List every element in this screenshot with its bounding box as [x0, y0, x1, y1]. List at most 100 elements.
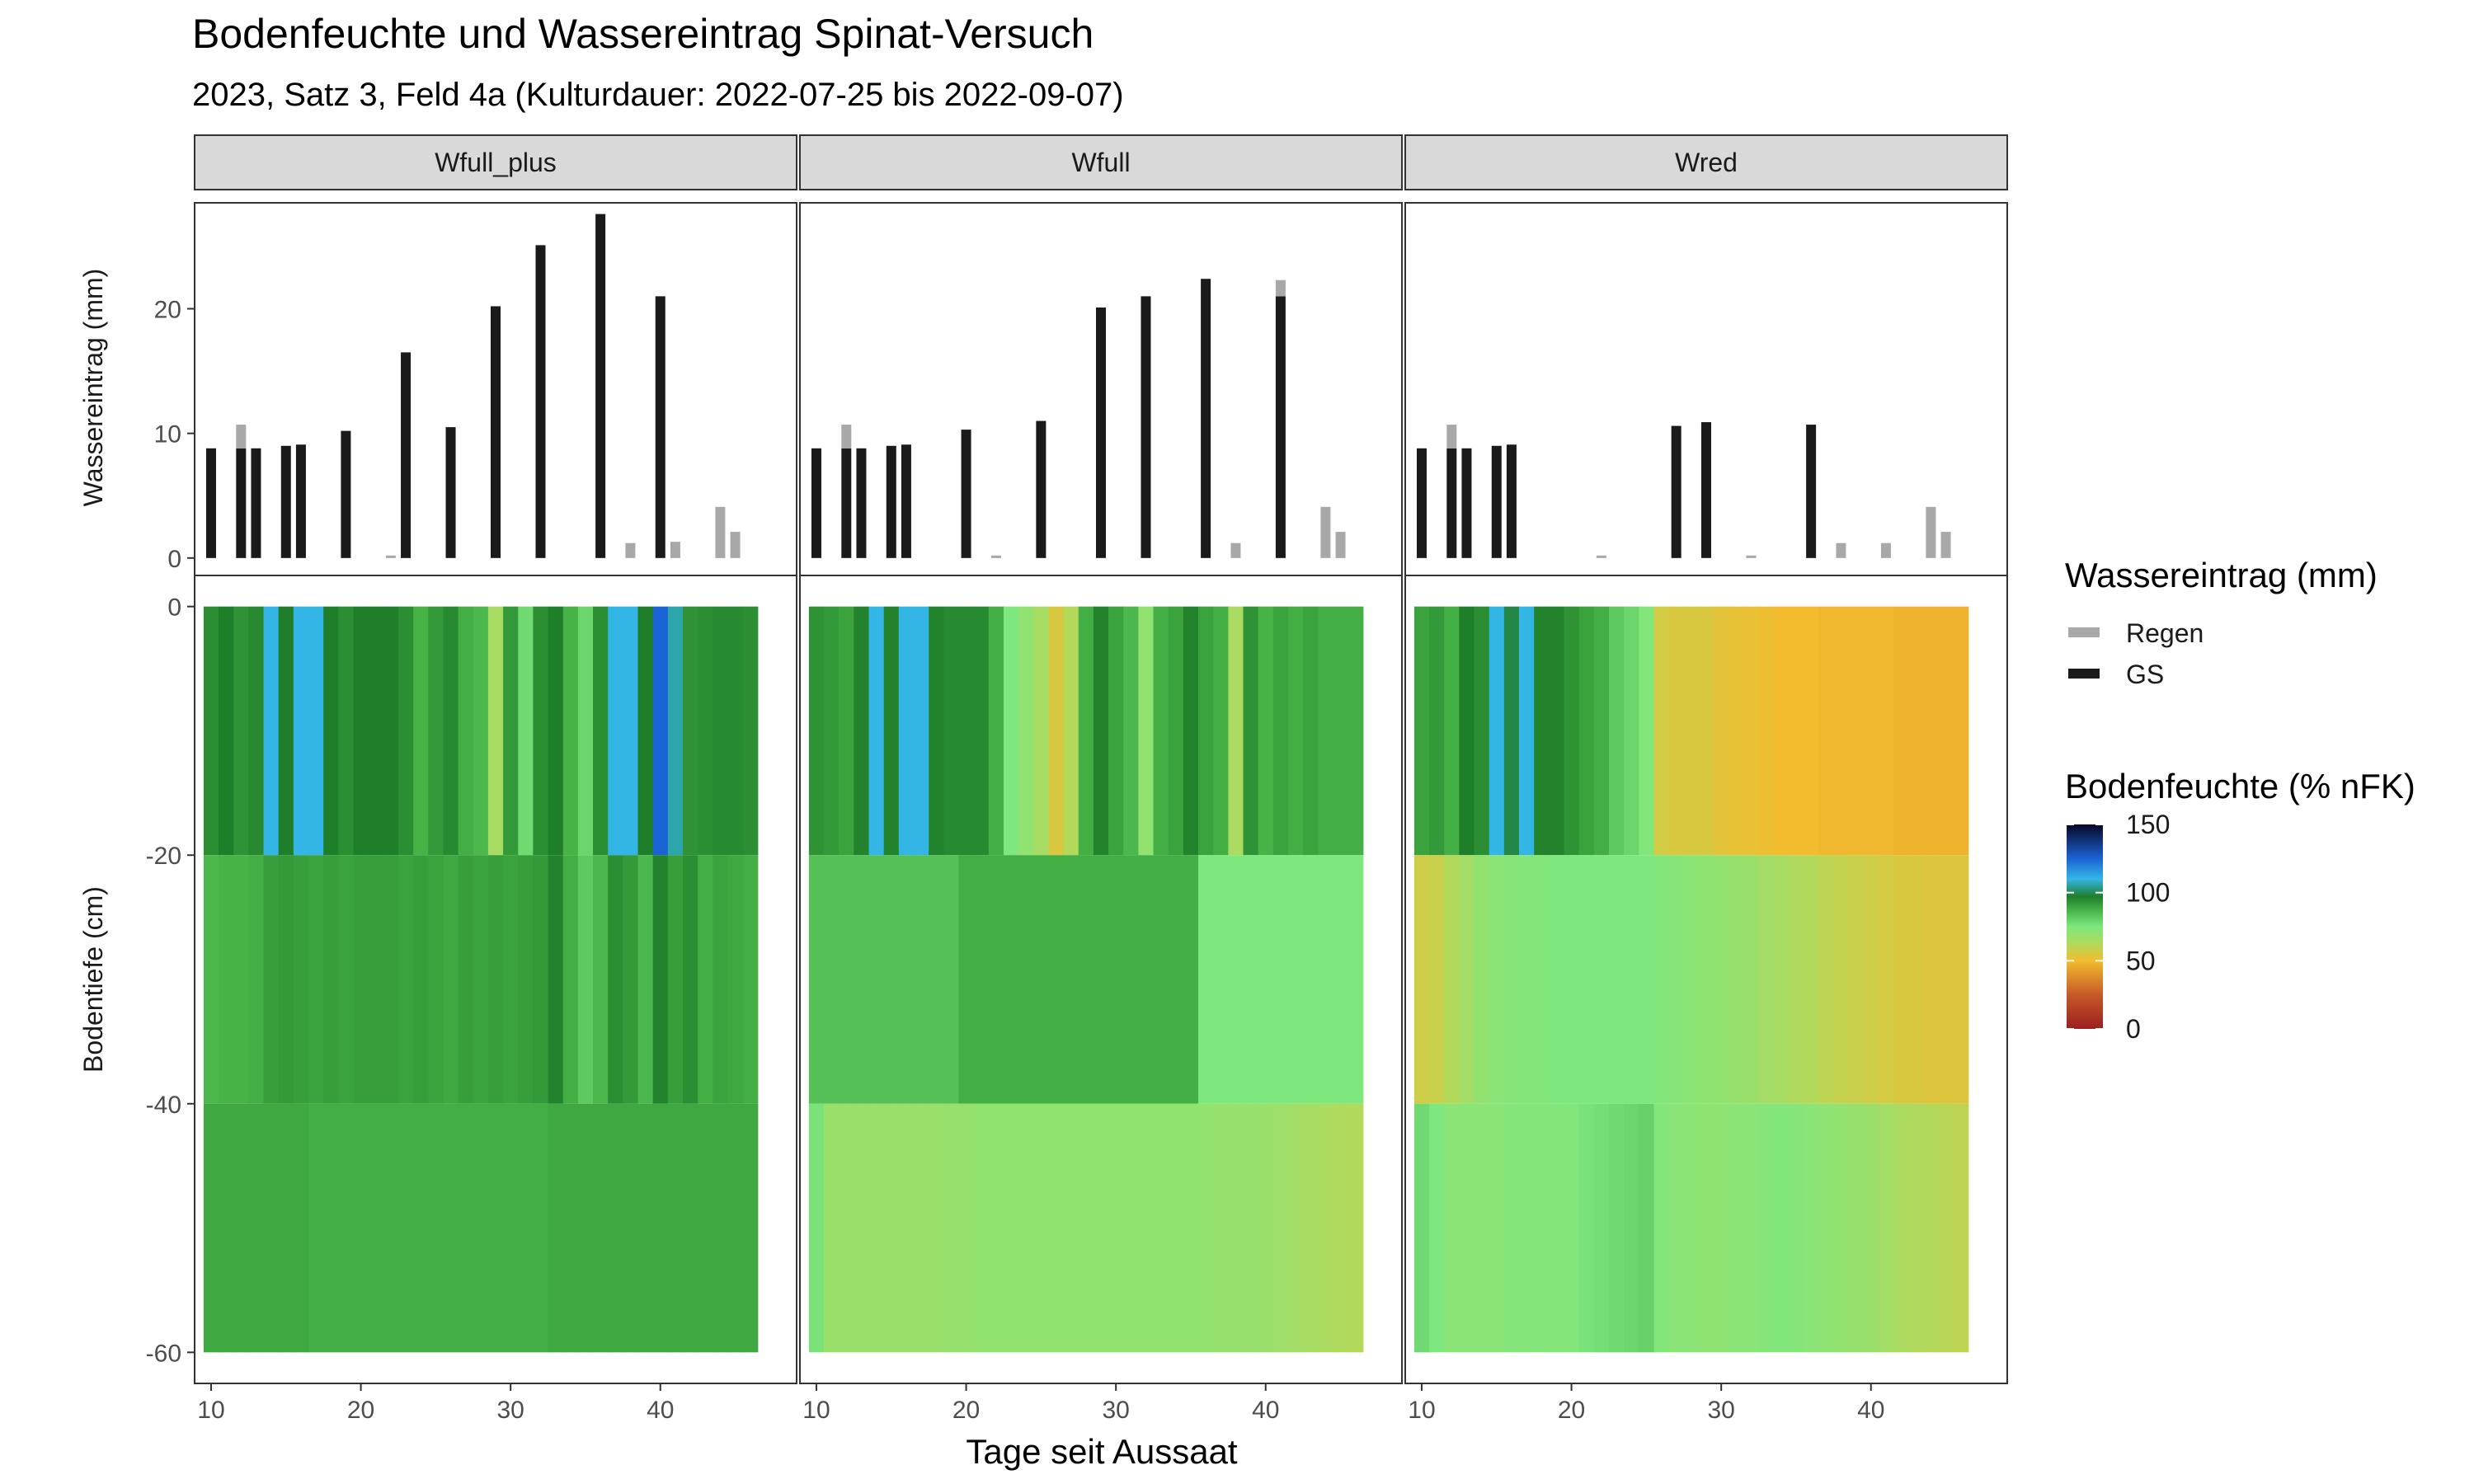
heatmap-cell [727, 1103, 744, 1353]
heatmap-cell [219, 606, 234, 856]
heatmap-cell [1593, 855, 1610, 1104]
heatmap-cell [1639, 606, 1655, 856]
bar-regen [1880, 542, 1891, 558]
heatmap-cell [898, 1103, 915, 1353]
heatmap-cell [1773, 855, 1790, 1104]
bar-regen [1230, 542, 1241, 558]
heatmap-cell [1818, 1103, 1834, 1353]
heatmap-cell [1318, 606, 1334, 856]
heatmap-cell [1714, 1103, 1729, 1353]
heatmap-cell [883, 606, 900, 856]
heatmap-cell [1893, 1103, 1909, 1353]
heatmap-cell [1714, 855, 1729, 1104]
bar-regen [990, 555, 1001, 558]
heatmap-cell [518, 855, 534, 1104]
heatmap-cell [698, 606, 713, 856]
heatmap-cell [1714, 606, 1729, 856]
y-tick-label: -40 [146, 1092, 181, 1119]
heatmap-cell [667, 855, 684, 1104]
heatmap-cell [1033, 855, 1050, 1104]
heatmap-cell [682, 1103, 698, 1353]
heatmap-cell [1923, 855, 1940, 1104]
heatmap-cell [397, 1103, 414, 1353]
heatmap-cell [203, 855, 219, 1104]
heatmap-cell [1003, 606, 1019, 856]
heatmap-cell [1018, 606, 1034, 856]
heatmap-cell [1272, 1103, 1289, 1353]
heatmap-cell [1893, 606, 1909, 856]
heatmap-cell [1729, 606, 1744, 856]
heatmap-cell [1624, 606, 1639, 856]
heatmap-cell [1863, 1103, 1879, 1353]
facet-strip-wfull: Wfull [799, 134, 1403, 190]
bar-gs [1275, 296, 1286, 558]
heatmap-cell [1953, 1103, 1969, 1353]
heatmap-cell [652, 1103, 669, 1353]
heatmap-cell [883, 1103, 900, 1353]
heatmap-cell [667, 1103, 684, 1353]
heatmap-cell [1303, 1103, 1319, 1353]
bar-gs [341, 430, 351, 558]
heatmap-cell [473, 606, 489, 856]
heatmap-cell [1459, 606, 1475, 856]
heatmap-cell [1578, 606, 1595, 856]
heatmap-cell [1198, 855, 1214, 1104]
heatmap-cell [1818, 855, 1834, 1104]
heatmap-cell [742, 855, 759, 1104]
heatmap-cell [808, 855, 825, 1104]
heatmap-cell [868, 606, 885, 856]
heatmap-cell [1108, 855, 1124, 1104]
heatmap-cell [943, 606, 960, 856]
heatmap-cell [1953, 855, 1969, 1104]
heatmap-cell [1303, 855, 1319, 1104]
heatmap-cell [973, 855, 990, 1104]
heatmap-cell [1138, 1103, 1155, 1353]
bar-gs [251, 448, 261, 558]
x-tick-label: 20 [1558, 1397, 1585, 1424]
bar-gs [595, 214, 606, 558]
heatmap-cell [1683, 606, 1700, 856]
bar-gs [1416, 448, 1427, 558]
heatmap-cell [323, 606, 339, 856]
heatmap-cell [248, 855, 265, 1104]
heatmap-cell [868, 1103, 885, 1353]
heatmap-cell [1788, 855, 1804, 1104]
heatmap-cell [808, 606, 825, 856]
bar-gs [886, 445, 896, 558]
legend-swatch-regen [2068, 627, 2100, 637]
heatmap-cell [1833, 1103, 1850, 1353]
heatmap-cell [988, 1103, 1004, 1353]
heatmap-cell [1893, 855, 1909, 1104]
heatmap-cell [487, 855, 504, 1104]
heatmap-cell [898, 855, 915, 1104]
heatmap-cell [219, 855, 234, 1104]
heatmap-cell [1848, 1103, 1865, 1353]
bar-gs [655, 296, 666, 558]
heatmap-cell [1078, 855, 1094, 1104]
bar-regen [730, 532, 741, 558]
heatmap-cell [368, 855, 384, 1104]
heatmap-cell [1459, 855, 1475, 1104]
heatmap-cell [1519, 606, 1535, 856]
heatmap-cell [1908, 606, 1924, 856]
heatmap-cell [839, 1103, 854, 1353]
facet-strip-label: Wfull_plus [435, 148, 557, 177]
heatmap-cell [854, 606, 870, 856]
heatmap-cell [443, 606, 459, 856]
x-tick-label: 40 [647, 1397, 674, 1424]
legend-water-title: Wassereintrag (mm) [2065, 556, 2378, 594]
x-tick-label: 30 [496, 1397, 524, 1424]
heatmap-cell [233, 855, 249, 1104]
chart-title: Bodenfeuchte und Wassereintrag Spinat-Ve… [192, 11, 1094, 57]
y-tick-label: 0 [167, 594, 181, 622]
y-axis-label-bottom: Bodentiefe (cm) [78, 886, 108, 1073]
heatmap-cell [548, 1103, 564, 1353]
heatmap-cell [943, 855, 960, 1104]
heatmap-cell [278, 855, 294, 1104]
heatmap-cell [1258, 1103, 1274, 1353]
x-tick-label: 10 [1408, 1397, 1435, 1424]
heatmap-cell [1729, 855, 1744, 1104]
heatmap-cell [973, 1103, 990, 1353]
heatmap-cell [1534, 1103, 1550, 1353]
